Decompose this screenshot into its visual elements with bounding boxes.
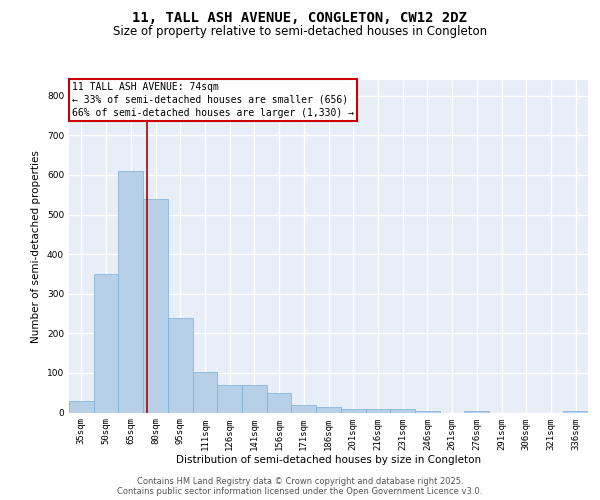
Bar: [341, 408, 365, 412]
Bar: [464, 410, 489, 412]
Text: Size of property relative to semi-detached houses in Congleton: Size of property relative to semi-detach…: [113, 25, 487, 38]
Bar: [292, 404, 316, 412]
Bar: [365, 408, 390, 412]
Bar: [94, 274, 118, 412]
Bar: [267, 392, 292, 412]
Y-axis label: Number of semi-detached properties: Number of semi-detached properties: [31, 150, 41, 342]
Bar: [242, 385, 267, 412]
Bar: [168, 318, 193, 412]
Bar: [193, 372, 217, 412]
Text: Contains HM Land Registry data © Crown copyright and database right 2025.
Contai: Contains HM Land Registry data © Crown c…: [118, 476, 482, 496]
Bar: [118, 171, 143, 412]
Bar: [69, 400, 94, 412]
Bar: [217, 385, 242, 412]
Bar: [415, 410, 440, 412]
Bar: [316, 406, 341, 412]
Bar: [143, 198, 168, 412]
Bar: [390, 410, 415, 412]
Bar: [563, 410, 588, 412]
Text: 11 TALL ASH AVENUE: 74sqm
← 33% of semi-detached houses are smaller (656)
66% of: 11 TALL ASH AVENUE: 74sqm ← 33% of semi-…: [71, 82, 353, 118]
X-axis label: Distribution of semi-detached houses by size in Congleton: Distribution of semi-detached houses by …: [176, 455, 481, 465]
Text: 11, TALL ASH AVENUE, CONGLETON, CW12 2DZ: 11, TALL ASH AVENUE, CONGLETON, CW12 2DZ: [133, 11, 467, 25]
